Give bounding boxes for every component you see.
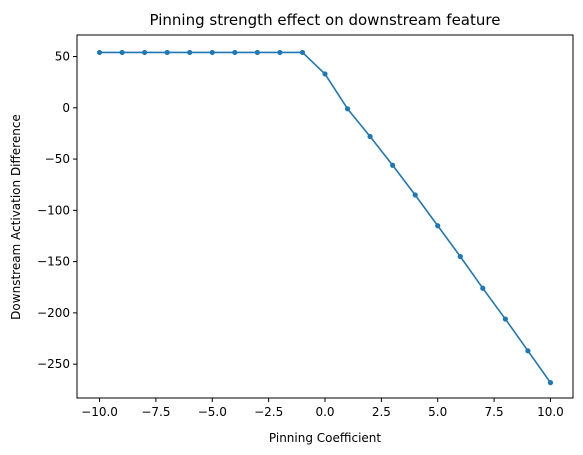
data-point	[322, 71, 328, 77]
series-line	[99, 51, 552, 384]
plot-area	[76, 34, 574, 399]
x-tick-label: −7.5	[141, 405, 170, 419]
y-tick-label: 0	[62, 101, 70, 115]
x-axis-label: Pinning Coefficient	[269, 431, 382, 445]
x-tick-label: 10.0	[537, 405, 564, 419]
data-point	[457, 253, 463, 260]
x-tick-label: 0.0	[315, 405, 334, 419]
y-axis-ticks: 50 0 −50 −100 −150 −200 −250	[37, 50, 77, 371]
y-tick-label: −100	[37, 203, 70, 217]
data-point	[187, 49, 193, 56]
y-tick-label: −150	[37, 255, 70, 269]
data-point	[480, 285, 486, 291]
data-point	[209, 49, 215, 56]
x-tick-label: 5.0	[428, 405, 447, 419]
y-tick-label: −250	[37, 357, 70, 371]
series-group	[96, 49, 554, 386]
x-tick-label: −5.0	[198, 405, 227, 419]
data-point	[164, 49, 170, 56]
data-point	[367, 133, 373, 140]
data-point	[277, 49, 283, 56]
data-point	[299, 49, 306, 56]
y-tick-label: 50	[55, 50, 70, 64]
x-tick-label: 7.5	[485, 405, 504, 419]
data-point	[525, 348, 531, 354]
data-point	[142, 49, 148, 56]
y-tick-label: −200	[37, 306, 70, 320]
axes-frame	[76, 34, 574, 399]
y-axis-label: Downstream Activation Difference	[9, 114, 23, 320]
data-point	[412, 192, 418, 198]
x-tick-label: −2.5	[254, 405, 283, 419]
x-tick-label: 2.5	[372, 405, 391, 419]
data-point	[547, 380, 554, 386]
x-tick-label: −10.0	[81, 405, 118, 419]
y-tick-label: −50	[45, 152, 70, 166]
data-point	[435, 223, 441, 229]
chart-title: Pinning strength effect on downstream fe…	[150, 11, 501, 29]
data-point	[96, 49, 103, 56]
data-point	[390, 162, 396, 168]
x-axis-ticks: −10.0 −7.5 −5.0 −2.5 0.0 2.5 5.0 7.5 10.0	[81, 398, 564, 419]
data-point	[254, 49, 260, 56]
data-point	[344, 106, 351, 112]
data-point	[119, 49, 125, 56]
data-point	[232, 49, 238, 56]
data-point	[502, 316, 508, 322]
